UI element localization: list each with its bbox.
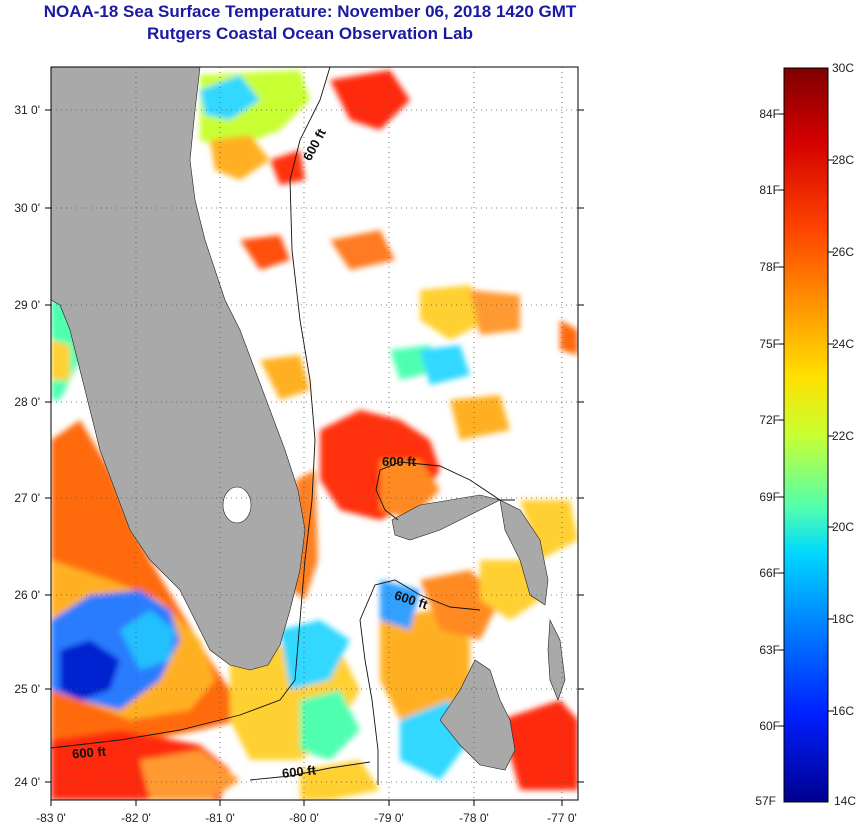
lat-tick-label: 28 0' (14, 395, 40, 409)
longitude-labels: -83 0' -82 0' -81 0' -80 0' -79 0' -78 0… (36, 811, 577, 825)
colorbar-fahrenheit-label: 72F (759, 413, 780, 427)
map-plot-area: 600 ft 600 ft 600 ft 600 ft 600 ft (51, 67, 578, 800)
colorbar-celsius-label: 26C (832, 245, 854, 259)
map-title: NOAA-18 Sea Surface Temperature: Novembe… (43, 2, 577, 21)
lake-okeechobee (222, 486, 252, 524)
colorbar-gradient (783, 67, 829, 803)
contour-label-south: 600 ft (281, 762, 317, 781)
lon-tick-label: -77 0' (547, 811, 577, 825)
lon-tick-label: -81 0' (205, 811, 235, 825)
contour-label-grand-bahama: 600 ft (382, 454, 417, 469)
colorbar-celsius-label: 16C (832, 704, 854, 718)
colorbar-celsius-label: 24C (832, 337, 854, 351)
colorbar-fahrenheit-label: 81F (759, 183, 780, 197)
contour-label-southwest: 600 ft (71, 744, 107, 762)
lat-tick-label: 24 0' (14, 775, 40, 789)
axis-ticks (45, 109, 584, 806)
lon-tick-label: -83 0' (36, 811, 66, 825)
depth-contours (51, 67, 515, 785)
colorbar-fahrenheit-label: 69F (759, 490, 780, 504)
colorbar-fahrenheit-label: 60F (759, 719, 780, 733)
colorbar-fahrenheit-label: 78F (759, 260, 780, 274)
map-frame (50, 66, 579, 801)
colorbar-fahrenheit-label: 57F (755, 794, 776, 808)
colorbar-celsius-label: 20C (832, 520, 854, 534)
lat-tick-label: 26 0' (14, 588, 40, 602)
colorbar-celsius-label: 30C (832, 61, 854, 75)
colorbar-celsius-label: 14C (834, 794, 856, 808)
colorbar-celsius-label: 28C (832, 153, 854, 167)
colorbar-fahrenheit-label: 63F (759, 643, 780, 657)
lat-tick-label: 31 0' (14, 103, 40, 117)
colorbar-fahrenheit-label: 66F (759, 566, 780, 580)
temperature-colorbar: 30C 28C 26C 24C 22C 20C 18C 16C 14C 84F … (755, 61, 856, 808)
colorbar-celsius-label: 22C (832, 429, 854, 443)
colorbar-fahrenheit-label: 75F (759, 337, 780, 351)
lon-tick-label: -82 0' (121, 811, 151, 825)
lon-tick-label: -79 0' (374, 811, 404, 825)
map-subtitle: Rutgers Coastal Ocean Observation Lab (147, 24, 473, 43)
colorbar-fahrenheit-label: 84F (759, 107, 780, 121)
latitude-labels: 31 0' 30 0' 29 0' 28 0' 27 0' 26 0' 25 0… (14, 103, 40, 789)
lat-tick-label: 25 0' (14, 682, 40, 696)
lon-tick-label: -78 0' (459, 811, 489, 825)
colorbar-celsius-label: 18C (832, 612, 854, 626)
lat-tick-label: 30 0' (14, 201, 40, 215)
lat-tick-label: 29 0' (14, 298, 40, 312)
graticule (51, 67, 578, 800)
lat-tick-label: 27 0' (14, 491, 40, 505)
lon-tick-label: -80 0' (289, 811, 319, 825)
